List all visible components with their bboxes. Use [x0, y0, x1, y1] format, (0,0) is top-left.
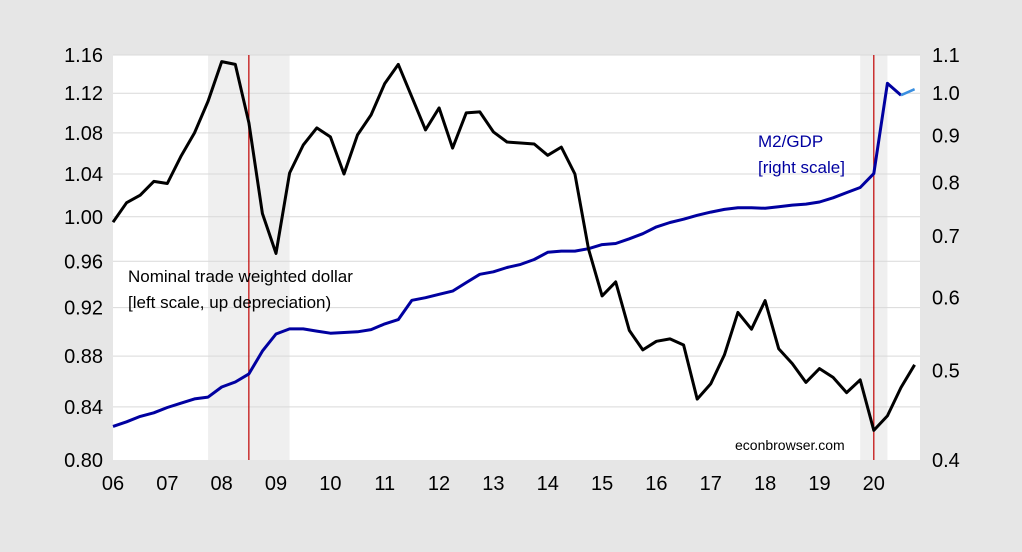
x-axis-tick-label: 07: [156, 473, 178, 495]
left-axis-tick-label: 0.88: [64, 346, 103, 368]
x-axis-tick-label: 14: [537, 473, 559, 495]
x-axis-tick-label: 10: [319, 473, 341, 495]
left-axis-tick-label: 0.92: [64, 298, 103, 320]
left-axis-tick-label: 0.84: [64, 397, 103, 419]
x-axis-tick-label: 18: [754, 473, 776, 495]
x-axis-tick-label: 08: [211, 473, 233, 495]
left-axis-tick-label: 1.12: [64, 83, 103, 105]
left-axis-tick-labels: 0.80 0.84 0.88 0.92 0.96 1.00 1.04 1.08 1.12 1.16: [64, 45, 103, 472]
right-axis-tick-label: 0.4: [932, 450, 960, 472]
x-axis-tick-label: 06: [102, 473, 124, 495]
right-axis-tick-label: 0.5: [932, 361, 960, 383]
x-axis-tick-label: 17: [700, 473, 722, 495]
dollar-annotation-line2: [left scale, up depreciation): [128, 293, 331, 312]
x-axis-tick-label: 11: [374, 473, 395, 495]
x-axis-tick-label: 20: [863, 473, 885, 495]
dollar-annotation-line1: Nominal trade weighted dollar: [128, 267, 353, 286]
right-axis-tick-label: 1.0: [932, 83, 960, 105]
m2-gdp-series-line: [112, 81, 902, 428]
m2-annotation-line2: [right scale]: [758, 158, 845, 177]
m2-gdp-latest-segment: [900, 88, 916, 97]
x-axis-tick-label: 09: [265, 473, 287, 495]
x-axis-tick-label: 16: [645, 473, 667, 495]
left-axis-tick-label: 1.04: [64, 164, 103, 186]
right-axis-tick-label: 0.8: [932, 172, 960, 194]
right-axis-tick-label: 1.1: [932, 45, 960, 67]
x-axis-tick-label: 13: [482, 473, 504, 495]
gridlines: [113, 54, 920, 408]
left-axis-tick-label: 0.80: [64, 450, 103, 472]
left-axis-tick-label: 1.16: [64, 45, 103, 67]
x-axis-tick-label: 12: [428, 473, 450, 495]
trade-weighted-dollar-series-line: [111, 60, 916, 432]
x-axis-tick-labels: 06 07 08 09 10 11 12 13 14 15 16 17 18 19 20: [102, 473, 885, 495]
m2-annotation-line1: M2/GDP: [758, 132, 823, 151]
x-axis-tick-label: 15: [591, 473, 613, 495]
left-axis-tick-label: 1.08: [64, 123, 103, 145]
right-axis-tick-label: 0.9: [932, 125, 960, 147]
right-axis-tick-label: 0.6: [932, 288, 960, 310]
left-axis-tick-label: 0.96: [64, 251, 103, 273]
right-axis-tick-label: 0.7: [932, 226, 960, 248]
source-label: econbrowser.com: [735, 437, 845, 453]
x-axis-tick-label: 19: [808, 473, 830, 495]
left-axis-tick-label: 1.00: [64, 207, 103, 229]
right-axis-tick-labels: 0.4 0.5 0.6 0.7 0.8 0.9 1.0 1.1: [932, 45, 960, 472]
